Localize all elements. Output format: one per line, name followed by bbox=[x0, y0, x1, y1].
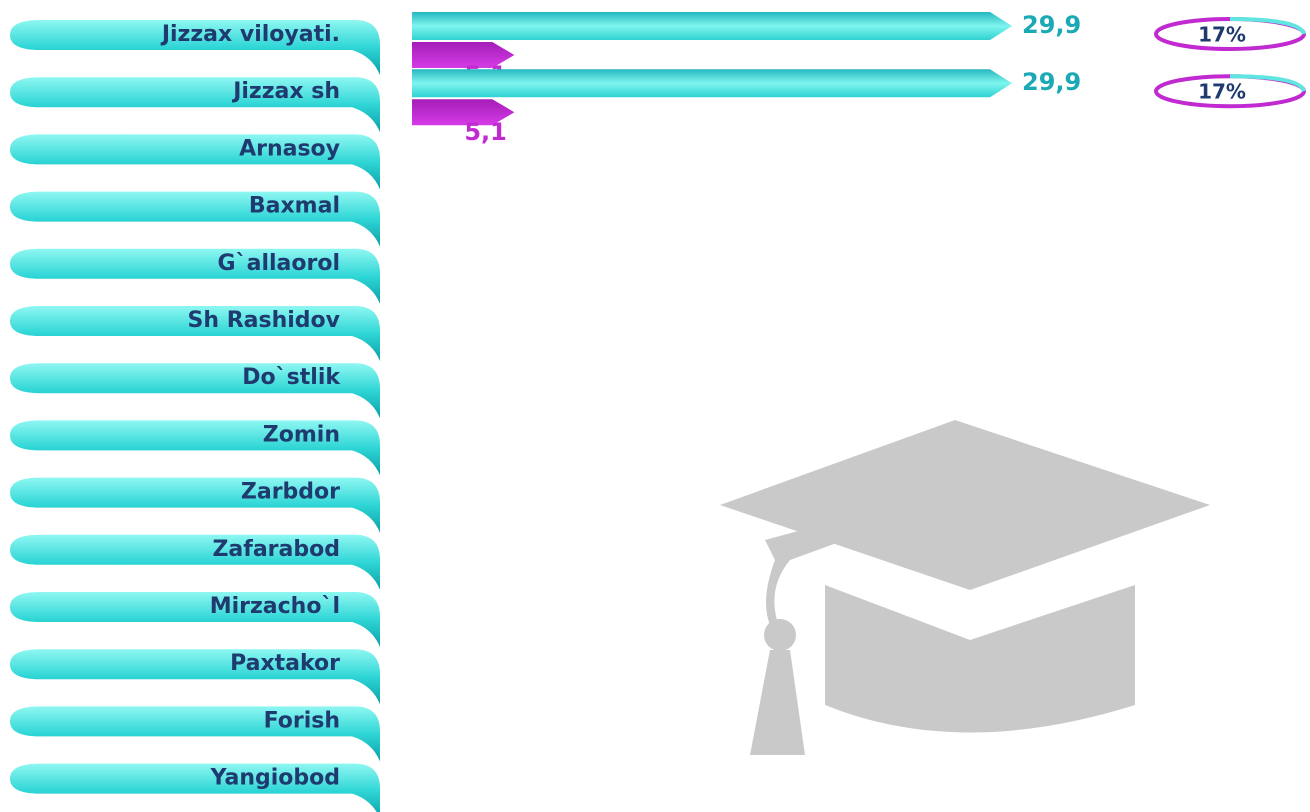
category-label: Paxtakor bbox=[230, 651, 340, 676]
value-label: 5,1 bbox=[464, 118, 507, 146]
category-label: Forish bbox=[264, 708, 340, 733]
category-label: Do`stlik bbox=[242, 365, 341, 390]
category-label: Baxmal bbox=[249, 194, 340, 219]
value-label: 29,9 bbox=[1022, 11, 1081, 39]
category-label: Zomin bbox=[263, 422, 340, 447]
category-label: G`allaorol bbox=[218, 251, 340, 276]
value-label: 29,9 bbox=[1022, 68, 1081, 96]
graduation-cap-icon bbox=[720, 420, 1210, 755]
category-label: Mirzacho`l bbox=[210, 594, 340, 619]
chart: Jizzax viloyati.29,95,117%Jizzax sh29,95… bbox=[0, 0, 1310, 812]
category-label: Jizzax sh bbox=[231, 79, 340, 104]
bar bbox=[412, 12, 1012, 40]
category-label: Jizzax viloyati. bbox=[160, 22, 340, 47]
category-label: Zafarabod bbox=[212, 537, 340, 562]
category-label: Arnasoy bbox=[239, 136, 340, 161]
bar bbox=[412, 69, 1012, 97]
category-label: Sh Rashidov bbox=[188, 308, 341, 333]
category-label: Zarbdor bbox=[241, 480, 340, 505]
percent-label: 17% bbox=[1198, 80, 1246, 104]
percent-label: 17% bbox=[1198, 23, 1246, 47]
category-label: Yangiobod bbox=[210, 766, 340, 791]
